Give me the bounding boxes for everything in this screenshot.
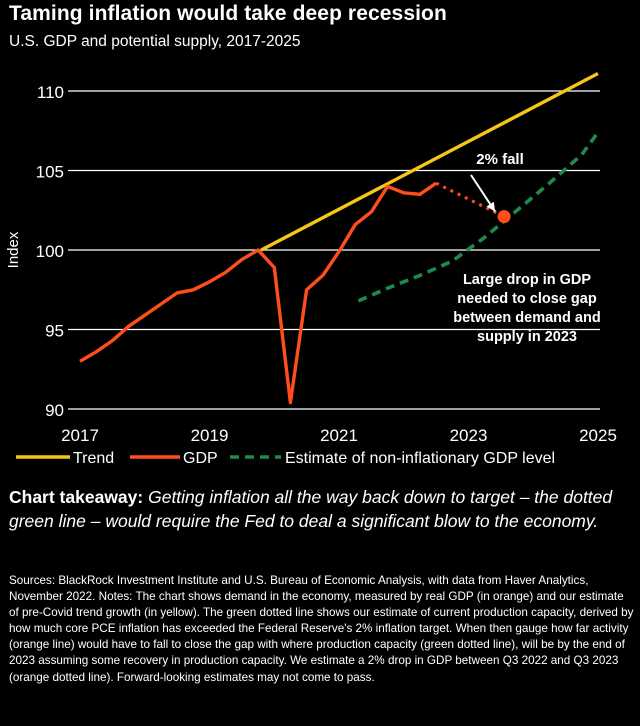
chart-title: Taming inflation would take deep recessi…: [9, 2, 447, 25]
legend-label-estimate: Estimate of non-inflationary GDP level: [285, 450, 555, 467]
annotation-layer: 2% fall Large drop in GDP needed to close …: [453, 151, 600, 345]
x-tick-label: 2019: [191, 426, 229, 445]
drop-annotation-line: needed to close gap: [457, 291, 597, 307]
x-tick-label: 2017: [61, 426, 99, 445]
estimate-line: [357, 131, 600, 303]
gdp-line: [79, 181, 438, 405]
fall-arrow-head: [486, 201, 496, 212]
x-tick-label: 2023: [450, 426, 488, 445]
y-axis-label: Index: [5, 231, 22, 268]
gdp-chart: 90 95 100 105 110 2017 2019 2021 2023 2025 Index 2…: [5, 71, 617, 467]
sources-note: Sources: BlackRock Investment Institute …: [9, 574, 634, 684]
y-tick-label: 105: [36, 163, 64, 182]
chart-takeaway: Chart takeaway: Getting inflation all th…: [9, 485, 631, 533]
drop-annotation-line: Large drop in GDP: [463, 272, 591, 288]
takeaway-lead: Chart takeaway:: [9, 487, 144, 507]
chart-subtitle: U.S. GDP and potential supply, 2017-2025: [9, 33, 301, 50]
x-tick-label: 2021: [320, 426, 358, 445]
y-tick-label: 90: [45, 401, 64, 420]
legend-layer: Trend GDP Estimate of non-inflationary GDP…: [16, 450, 555, 467]
grid-layer: 90 95 100 105 110 2017 2019 2021 2023 2025 Index: [5, 83, 617, 445]
y-tick-label: 95: [45, 322, 64, 341]
fall-annotation: 2% fall: [476, 151, 524, 168]
legend-label-gdp: GDP: [183, 450, 218, 467]
takeaway-body: Getting inflation all the way back down …: [9, 487, 613, 531]
projected-gdp-line: [435, 181, 505, 218]
drop-annotation-line: between demand and: [453, 310, 600, 326]
legend-label-trend: Trend: [73, 450, 114, 467]
y-tick-label: 110: [37, 83, 64, 102]
trend-line: [260, 71, 599, 252]
drop-annotation-line: supply in 2023: [477, 329, 577, 345]
y-tick-label: 100: [36, 242, 64, 261]
series-layer: [79, 71, 600, 405]
projected-gdp-point: [497, 210, 511, 224]
x-tick-label: 2025: [579, 426, 617, 445]
